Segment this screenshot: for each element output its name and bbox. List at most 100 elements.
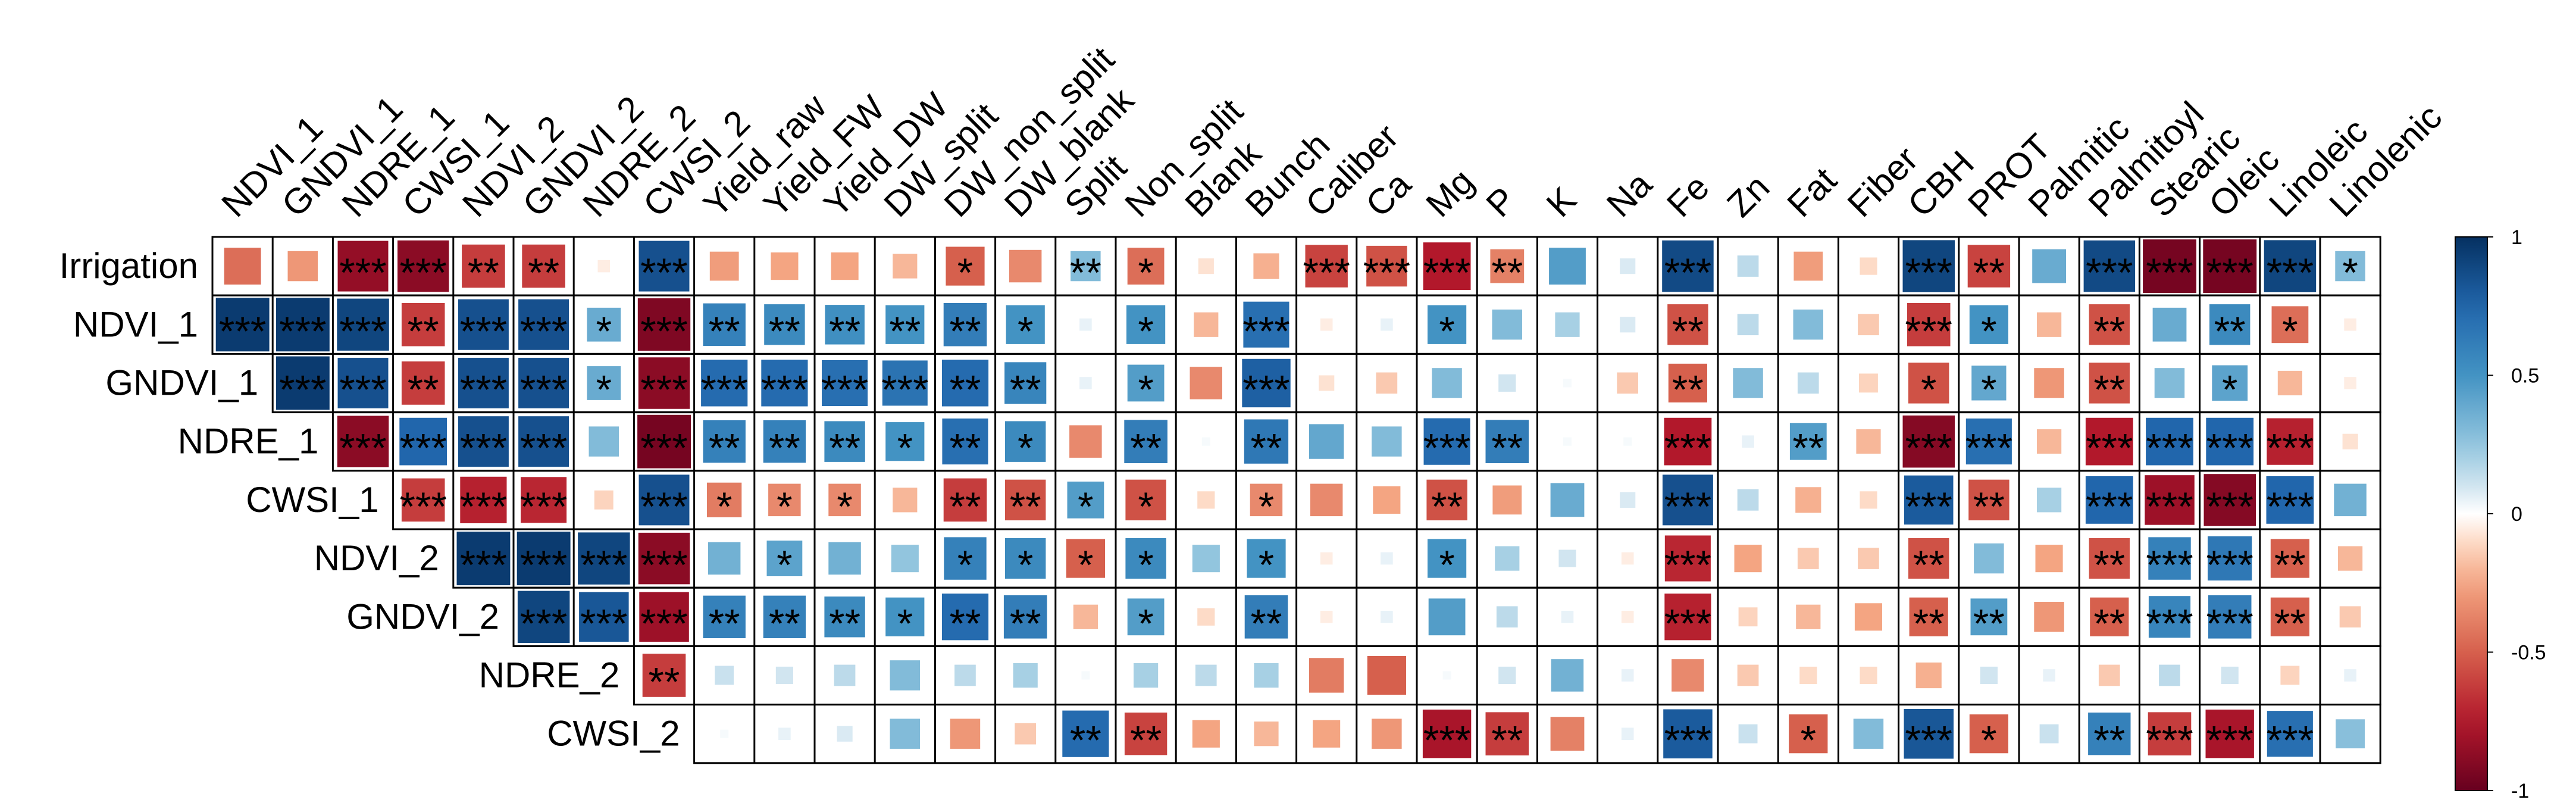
heatmap-cell xyxy=(1305,245,1348,288)
heatmap-cell xyxy=(1902,240,1955,292)
heatmap-cell xyxy=(1860,491,1877,509)
significance-mark: ** xyxy=(1010,484,1041,529)
significance-mark: ** xyxy=(1010,367,1041,413)
significance-mark: *** xyxy=(2206,484,2253,529)
heatmap-cell xyxy=(2344,669,2356,682)
heatmap-cell xyxy=(1908,538,1949,579)
heatmap-cell xyxy=(946,246,985,286)
heatmap-cell xyxy=(1620,492,1636,508)
heatmap-cell xyxy=(1006,305,1045,344)
heatmap-cell xyxy=(764,304,805,345)
significance-mark: * xyxy=(1981,367,1996,413)
heatmap-cell xyxy=(2267,418,2314,465)
heatmap-cell xyxy=(1194,312,1219,337)
heatmap-cell xyxy=(2085,417,2133,466)
heatmap-cell xyxy=(1799,666,1817,685)
heatmap-cell xyxy=(1319,375,1335,391)
heatmap-cell xyxy=(1971,366,2007,401)
significance-mark: *** xyxy=(2267,718,2314,763)
column-label: Zn xyxy=(1719,167,1777,224)
heatmap-cell xyxy=(1668,363,1707,403)
heatmap-cell xyxy=(763,595,806,638)
significance-mark: *** xyxy=(400,426,447,471)
significance-mark: *** xyxy=(460,542,507,588)
significance-mark: ** xyxy=(1913,601,1945,646)
heatmap-cell xyxy=(2270,597,2309,636)
heatmap-cell xyxy=(1125,479,1166,521)
significance-mark: *** xyxy=(520,426,567,471)
heatmap-cell xyxy=(2271,306,2309,343)
heatmap-cell xyxy=(2148,712,2192,755)
heatmap-cell xyxy=(1621,669,1634,682)
heatmap-cell xyxy=(639,592,689,642)
heatmap-cell xyxy=(1860,666,1877,685)
significance-mark: *** xyxy=(2146,542,2193,588)
heatmap-cell xyxy=(2088,713,2131,755)
significance-mark: * xyxy=(596,367,612,413)
heatmap-cell xyxy=(1617,372,1638,394)
significance-mark: ** xyxy=(1973,601,2005,646)
heatmap-cell xyxy=(1909,597,1948,636)
heatmap-cell xyxy=(1442,671,1451,680)
row-labels: Irrigation NDVI_1 GNDVI_1 NDRE_1 CWSI_1 NDVI_… xyxy=(60,246,680,754)
significance-mark: *** xyxy=(279,308,326,354)
column-label: P xyxy=(1479,180,1524,225)
significance-mark: ** xyxy=(1491,426,1523,471)
heatmap-cell xyxy=(1496,606,1518,628)
heatmap-cell xyxy=(2032,249,2066,283)
heatmap-cell xyxy=(337,416,389,467)
significance-mark: ** xyxy=(1070,250,1101,295)
heatmap-cell xyxy=(1738,607,1758,627)
heatmap-cell xyxy=(458,416,509,467)
significance-mark: * xyxy=(957,542,973,588)
heatmap-cell xyxy=(1662,474,1713,526)
heatmap-cell xyxy=(2085,476,2133,524)
significance-mark: ** xyxy=(829,308,860,354)
significance-mark: *** xyxy=(1905,250,1952,295)
heatmap-cell xyxy=(1320,552,1333,565)
heatmap-cell xyxy=(2146,417,2193,466)
heatmap-cell xyxy=(1733,368,1763,398)
heatmap-cell xyxy=(1253,253,1279,279)
heatmap-cell xyxy=(337,358,389,408)
color-legend: 1 0.5 0 -0.5 -1 xyxy=(2455,226,2546,802)
heatmap-cell xyxy=(943,478,987,522)
significance-mark: * xyxy=(1138,601,1153,646)
significance-mark: *** xyxy=(2206,542,2253,588)
significance-mark: * xyxy=(1078,484,1093,529)
significance-mark: * xyxy=(1981,718,1996,763)
heatmap-cell xyxy=(2148,537,2191,580)
heatmap-cell xyxy=(2335,251,2365,282)
heatmap-cell xyxy=(1244,419,1289,464)
heatmap-cell xyxy=(1423,242,1471,290)
heatmap-cell xyxy=(2205,710,2254,758)
heatmap-cell xyxy=(1124,420,1168,463)
significance-mark: *** xyxy=(640,250,687,295)
significance-mark: ** xyxy=(1973,250,2005,295)
significance-mark: * xyxy=(1439,542,1454,588)
heatmap-cell xyxy=(637,414,691,468)
significance-mark: *** xyxy=(520,601,567,646)
significance-mark: *** xyxy=(1303,250,1350,295)
heatmap-cell xyxy=(638,474,690,526)
significance-mark: * xyxy=(1439,308,1454,354)
heatmap-cell xyxy=(1254,721,1279,746)
significance-mark: ** xyxy=(709,308,740,354)
heatmap-cell xyxy=(834,664,856,686)
significance-mark: *** xyxy=(2267,426,2314,471)
heatmap-cell xyxy=(2277,370,2302,396)
significance-mark: * xyxy=(716,484,732,529)
significance-mark: * xyxy=(957,250,973,295)
heatmap-cell xyxy=(1967,245,2011,288)
heatmap-cell xyxy=(587,307,621,342)
heatmap-cell xyxy=(1428,598,1466,636)
significance-mark: *** xyxy=(1423,426,1470,471)
heatmap-cell xyxy=(950,719,981,749)
significance-mark: *** xyxy=(520,367,567,413)
heatmap-cell xyxy=(1663,709,1713,758)
heatmap-cell xyxy=(1797,548,1819,569)
heatmap-cell xyxy=(828,483,861,517)
column-label: Fiber xyxy=(1840,139,1926,224)
heatmap-cell xyxy=(224,248,261,285)
heatmap-cell xyxy=(1372,719,1402,749)
